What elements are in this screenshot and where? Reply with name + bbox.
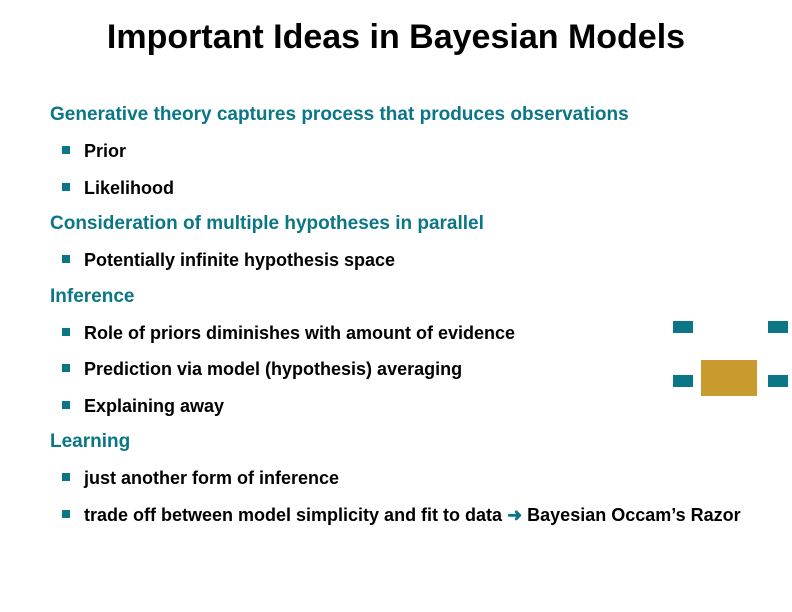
section-heading: Learning: [50, 431, 742, 453]
deco-rect: [673, 321, 693, 333]
bullet-text: Role of priors diminishes with amount of…: [84, 322, 515, 345]
bullet-text: Likelihood: [84, 177, 174, 200]
bullet-item: trade off between model simplicity and f…: [62, 504, 742, 527]
bullet-marker-icon: [62, 255, 70, 263]
bullet-item: just another form of inference: [62, 467, 742, 490]
bullet-marker-icon: [62, 146, 70, 154]
bullet-text: Potentially infinite hypothesis space: [84, 249, 395, 272]
bullet-text: Explaining away: [84, 395, 224, 418]
deco-rect: [673, 375, 693, 387]
bullet-text-pre: trade off between model simplicity and f…: [84, 505, 507, 525]
section-heading: Inference: [50, 286, 742, 308]
bullet-text-post: Bayesian Occam’s Razor: [522, 505, 740, 525]
section-heading: Consideration of multiple hypotheses in …: [50, 213, 742, 235]
bullet-text: just another form of inference: [84, 467, 339, 490]
arrow-icon: ➜: [507, 504, 522, 527]
bullet-item: Role of priors diminishes with amount of…: [62, 322, 742, 345]
bullet-text: Prediction via model (hypothesis) averag…: [84, 358, 462, 381]
deco-rect: [701, 360, 757, 396]
bullet-marker-icon: [62, 510, 70, 518]
deco-rect: [768, 321, 788, 333]
slide-title: Important Ideas in Bayesian Models: [0, 18, 792, 57]
section-heading: Generative theory captures process that …: [50, 104, 742, 126]
bullet-marker-icon: [62, 183, 70, 191]
bullet-marker-icon: [62, 364, 70, 372]
bullet-marker-icon: [62, 328, 70, 336]
slide-content: Generative theory captures process that …: [50, 90, 742, 526]
bullet-item: Prior: [62, 140, 742, 163]
bullet-item: Likelihood: [62, 177, 742, 200]
bullet-text: trade off between model simplicity and f…: [84, 504, 741, 527]
bullet-item: Potentially infinite hypothesis space: [62, 249, 742, 272]
bullet-marker-icon: [62, 401, 70, 409]
slide: Important Ideas in Bayesian Models Gener…: [0, 0, 792, 612]
bullet-item: Prediction via model (hypothesis) averag…: [62, 358, 742, 381]
bullet-marker-icon: [62, 473, 70, 481]
bullet-text: Prior: [84, 140, 126, 163]
deco-rect: [768, 375, 788, 387]
bullet-item: Explaining away: [62, 395, 742, 418]
